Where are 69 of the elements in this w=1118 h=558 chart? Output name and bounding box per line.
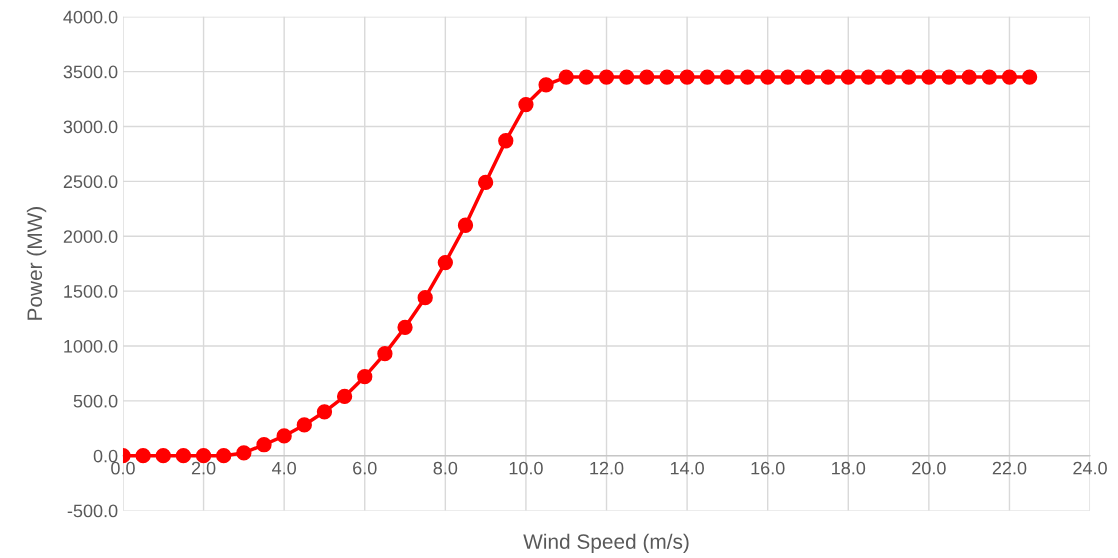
y-axis-title: Power (MW) <box>26 207 47 320</box>
point <box>397 319 413 335</box>
point <box>437 254 453 271</box>
point <box>457 217 474 233</box>
x-tick-label: 4.0 <box>272 461 296 475</box>
point <box>256 437 272 453</box>
point <box>175 448 192 464</box>
y-tick-label: 2000.0 <box>63 230 118 243</box>
point <box>598 69 615 85</box>
point <box>659 69 675 85</box>
point <box>880 69 897 85</box>
y-tick-label: 500.0 <box>73 394 118 408</box>
x-tick-label: 10.0 <box>509 461 543 475</box>
point <box>820 69 836 85</box>
point <box>961 69 977 85</box>
point <box>558 69 574 85</box>
x-tick-label: 16.0 <box>751 461 785 475</box>
point <box>155 448 171 464</box>
point <box>236 445 252 461</box>
y-tick-label: 0.0 <box>93 449 118 463</box>
point <box>760 69 776 85</box>
y-tick-label: 1000.0 <box>64 339 118 353</box>
x-tick-label: 20.0 <box>912 461 946 475</box>
point <box>901 69 917 85</box>
point <box>800 69 816 85</box>
x-tick-label: 18.0 <box>832 461 866 475</box>
point <box>518 96 534 113</box>
point <box>719 69 736 85</box>
point <box>639 69 655 85</box>
point <box>921 69 937 85</box>
point <box>578 69 595 85</box>
y-tick-label: 1500.0 <box>64 285 118 298</box>
point <box>216 448 232 464</box>
point <box>135 448 151 464</box>
point <box>780 69 796 85</box>
point <box>477 174 494 191</box>
point <box>981 69 997 85</box>
point <box>679 69 695 85</box>
point <box>336 388 353 405</box>
point <box>840 69 856 85</box>
point <box>739 69 756 85</box>
point <box>377 346 393 362</box>
y-tick-label: 2500.0 <box>63 175 118 189</box>
point <box>1021 69 1038 85</box>
point <box>941 69 957 85</box>
x-axis-title: Wind Speed (m/s) <box>523 533 689 554</box>
x-tick-label: 14.0 <box>670 461 704 475</box>
x-tick-label: 12.0 <box>590 461 624 475</box>
x-tick-label: 2.0 <box>191 461 216 475</box>
x-tick-label: 0.0 <box>111 461 135 475</box>
point <box>699 69 715 85</box>
point <box>619 69 635 85</box>
x-tick-label: 24.0 <box>1073 461 1107 475</box>
point <box>1001 69 1018 85</box>
point <box>357 369 373 385</box>
y-tick-label: 3000.0 <box>63 120 118 134</box>
x-tick-label: 8.0 <box>433 461 458 475</box>
x-tick-label: 22.0 <box>992 461 1027 475</box>
y-tick-label: 4000.0 <box>63 10 118 24</box>
point <box>276 428 292 444</box>
point <box>316 404 333 420</box>
point <box>417 290 433 306</box>
y-tick-label: 3500.0 <box>63 65 118 79</box>
point <box>296 417 312 433</box>
point <box>860 69 877 85</box>
point <box>538 77 554 93</box>
point <box>498 133 514 149</box>
y-tick-label: -500.0 <box>67 504 118 518</box>
x-tick-label: 6.0 <box>353 461 377 475</box>
